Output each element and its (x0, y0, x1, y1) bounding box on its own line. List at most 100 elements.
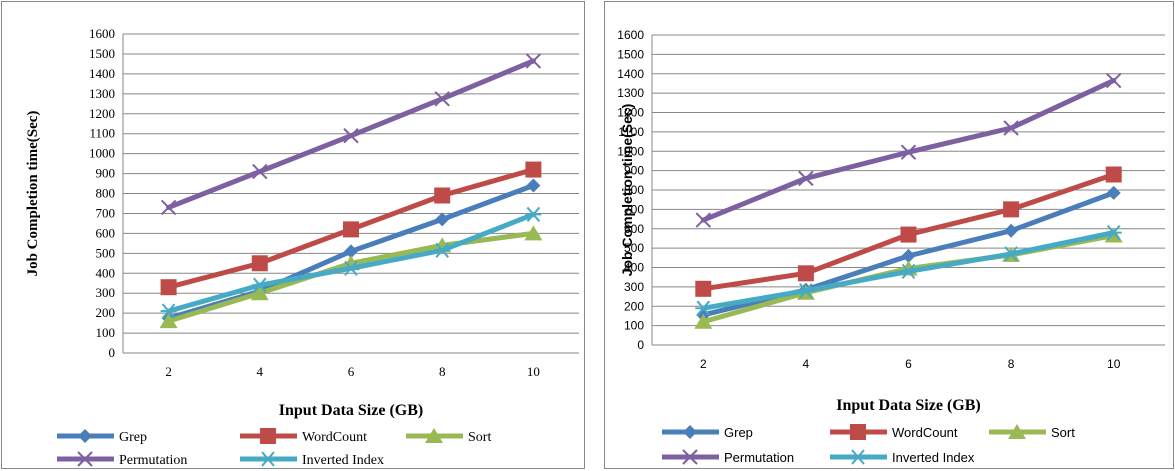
series-grep (696, 185, 1121, 322)
data-point-marker (343, 127, 359, 144)
data-point-marker (251, 277, 268, 293)
series-grep (161, 178, 541, 326)
data-point-marker (159, 313, 178, 329)
y-tick-label: 1300 (617, 86, 644, 100)
y-axis-title: Job Completion time(Sec) (25, 111, 41, 277)
y-tick-label: 0 (109, 345, 116, 360)
legend-label: WordCount (302, 430, 367, 445)
series-inverted-index (695, 224, 1122, 316)
legend-label: Permutation (724, 450, 794, 465)
series-inverted-index (160, 206, 542, 319)
y-tick-label: 1600 (617, 28, 644, 42)
data-point-marker (1106, 185, 1121, 200)
data-point-marker-stroke (343, 127, 359, 144)
data-point-marker-stroke (526, 206, 541, 223)
data-point-marker-stroke (798, 170, 814, 187)
data-point-marker (1105, 72, 1122, 89)
series-wordcount (695, 166, 1122, 297)
y-tick-label: 900 (624, 164, 644, 178)
y-tick-label: 400 (96, 265, 116, 280)
data-point-marker (900, 226, 917, 243)
x-tick-label: 10 (1107, 357, 1121, 371)
y-tick-label: 0 (637, 338, 644, 352)
data-point-marker (1105, 224, 1122, 241)
y-tick-label: 800 (96, 186, 116, 201)
legend-item: Inverted Index (240, 451, 384, 468)
legend-item: Grep (57, 429, 147, 445)
y-tick-label: 500 (624, 241, 644, 255)
data-point-marker-stroke (900, 144, 917, 160)
legend-label: Grep (724, 425, 753, 440)
line-chart-left: 0 100 200 300 400 500 600 700 800 900 1000 1100 1200… (25, 26, 579, 468)
y-tick-label: 800 (624, 183, 644, 197)
data-point-marker (797, 265, 814, 282)
x-tick-label: 2 (165, 364, 172, 379)
legend-label: WordCount (892, 425, 958, 440)
y-tick-label: 700 (624, 202, 644, 216)
y-tick-label: 1200 (89, 106, 115, 121)
data-point-marker-stroke (799, 283, 813, 299)
data-point-marker-stroke (525, 53, 542, 69)
data-point-marker (901, 248, 916, 263)
y-tick-label: 1500 (89, 46, 115, 61)
y-tick-label: 1100 (618, 125, 644, 139)
line-chart-right: 0 100 200 300 400 500 600 700 800 900 1000 1100 1200… (617, 28, 1165, 465)
legend-swatch-marker (1008, 424, 1026, 439)
legend-swatch-marker (850, 424, 866, 440)
legend-swatch-marker (77, 451, 93, 467)
data-point-marker (251, 255, 268, 272)
data-point-marker (435, 212, 450, 227)
data-point-marker (250, 285, 269, 301)
data-point-marker (900, 144, 917, 160)
data-point-marker-stroke (1105, 72, 1122, 89)
y-tick-label: 1600 (89, 26, 115, 41)
data-point-marker (797, 283, 814, 299)
data-point-marker-stroke (695, 212, 712, 228)
legend: Grep WordCount Sort Permutation Inverted Ind… (57, 428, 491, 468)
data-point-marker-stroke (344, 260, 358, 276)
legend-label: Inverted Index (892, 450, 975, 465)
legend-item: Inverted Index (830, 449, 975, 465)
series-line (700, 78, 1117, 223)
legend-item: Permutation (662, 449, 794, 465)
data-point-marker (343, 260, 359, 276)
data-point-marker-stroke (1003, 120, 1019, 136)
data-point-marker (160, 279, 177, 296)
data-point-marker (524, 225, 543, 241)
data-point-marker-stroke (901, 263, 916, 280)
y-tick-label: 700 (96, 205, 116, 220)
data-point-marker (525, 206, 542, 223)
y-tick-label: 1500 (617, 47, 644, 61)
data-point-marker (525, 161, 542, 178)
data-point-marker (695, 280, 712, 297)
data-point-marker (434, 242, 451, 258)
x-tick-label: 10 (527, 364, 540, 379)
data-point-marker-stroke (696, 300, 711, 316)
data-point-marker (160, 199, 177, 216)
legend-swatch-marker (78, 429, 92, 443)
y-tick-label: 500 (96, 245, 116, 260)
series-permutation (695, 72, 1122, 228)
legend: Grep WordCount Sort Permutation Inverted Ind… (662, 424, 1075, 465)
x-axis-title: Input Data Size (GB) (836, 397, 980, 414)
y-tick-label: 1300 (89, 86, 115, 101)
y-tick-label: 600 (96, 225, 116, 240)
legend-swatch-marker (260, 428, 276, 444)
data-point-marker (344, 244, 358, 259)
legend-item: Sort (406, 428, 491, 445)
data-point-marker (1003, 246, 1020, 262)
series-sort (159, 225, 543, 329)
legend-swatch-marker (260, 451, 276, 467)
legend-item: Permutation (57, 451, 187, 468)
y-tick-label: 200 (96, 305, 116, 320)
y-tick-label: 100 (624, 319, 644, 333)
data-point-marker (252, 163, 268, 180)
y-tick-label: 900 (96, 166, 116, 181)
legend-label: Sort (468, 430, 491, 445)
chart-panel-left: 0 100 200 300 400 500 600 700 800 900 1000 1100 1200… (1, 1, 585, 469)
y-tick-label: 400 (624, 261, 644, 275)
y-tick-label: 1000 (89, 146, 115, 161)
gridlines (652, 34, 1165, 346)
series-permutation (160, 53, 542, 216)
data-point-marker (695, 212, 712, 228)
